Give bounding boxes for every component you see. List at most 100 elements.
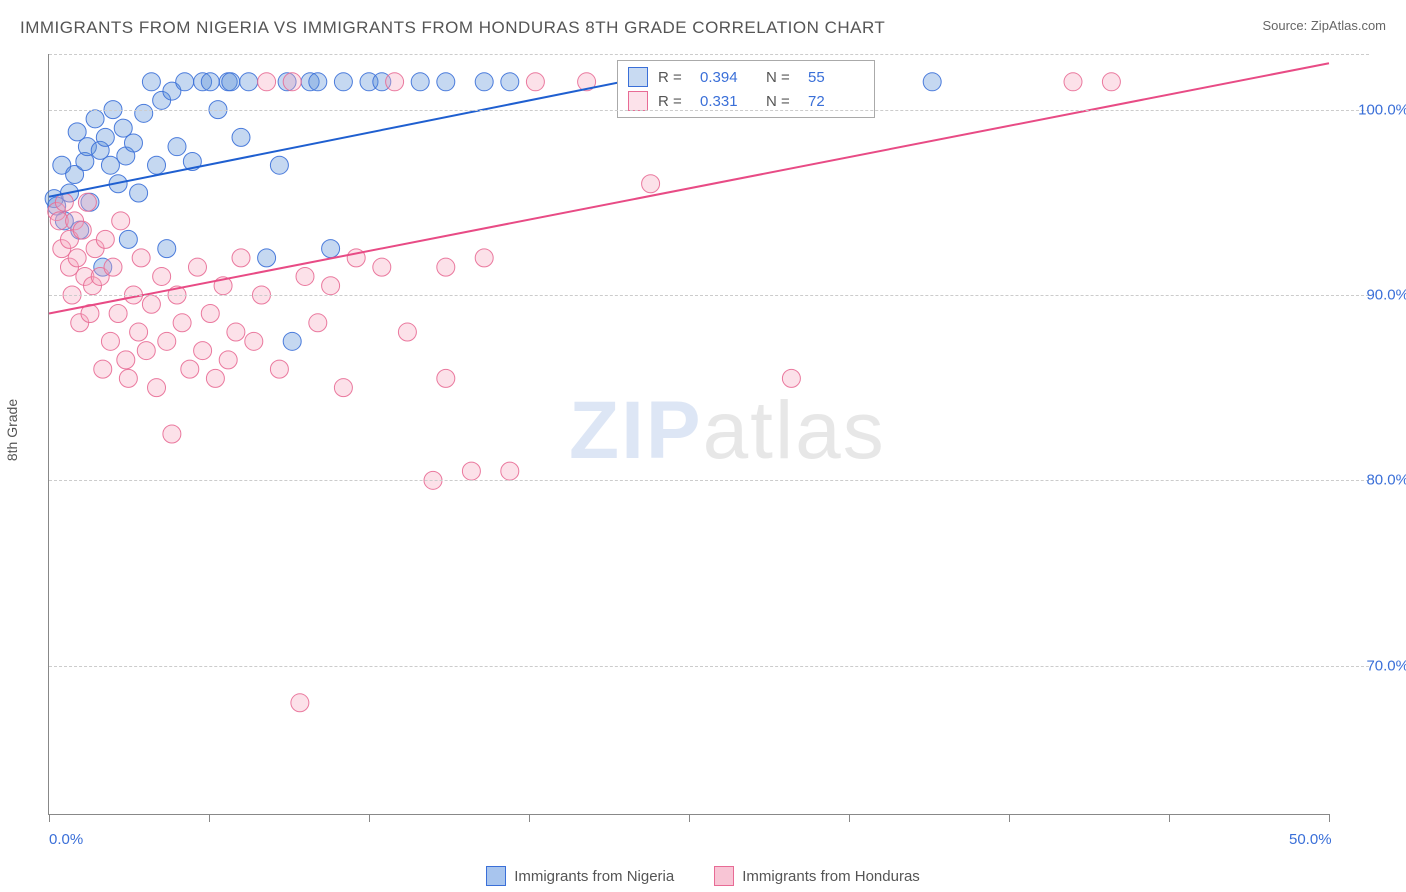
legend-label: Immigrants from Nigeria xyxy=(514,868,674,885)
data-point xyxy=(173,314,191,332)
gridline-h xyxy=(49,666,1369,667)
source-attribution: Source: ZipAtlas.com xyxy=(1262,18,1386,33)
data-point xyxy=(526,73,544,91)
x-tick xyxy=(1169,814,1170,822)
x-tick xyxy=(529,814,530,822)
plot-area: ZIPatlas R =0.394N =55R =0.331N =72 70.0… xyxy=(48,54,1329,815)
data-point xyxy=(642,175,660,193)
data-point xyxy=(117,351,135,369)
stat-r-value: 0.394 xyxy=(700,69,756,86)
data-point xyxy=(86,110,104,128)
y-tick-label: 90.0% xyxy=(1339,286,1406,303)
data-point xyxy=(94,360,112,378)
scatter-svg xyxy=(49,54,1329,814)
data-point xyxy=(201,305,219,323)
data-point xyxy=(227,323,245,341)
data-point xyxy=(181,360,199,378)
y-tick-label: 70.0% xyxy=(1339,657,1406,674)
data-point xyxy=(373,258,391,276)
data-point xyxy=(78,193,96,211)
data-point xyxy=(135,104,153,122)
data-point xyxy=(475,249,493,267)
data-point xyxy=(132,249,150,267)
data-point xyxy=(296,267,314,285)
x-tick xyxy=(49,814,50,822)
data-point xyxy=(245,332,263,350)
data-point xyxy=(101,156,119,174)
data-point xyxy=(119,230,137,248)
data-point xyxy=(923,73,941,91)
data-point xyxy=(240,73,258,91)
y-axis-label: 8th Grade xyxy=(4,399,20,461)
x-tick-label: 50.0% xyxy=(1289,831,1332,848)
y-tick-label: 80.0% xyxy=(1339,472,1406,489)
data-point xyxy=(322,277,340,295)
data-point xyxy=(283,332,301,350)
data-point xyxy=(158,240,176,258)
data-point xyxy=(437,73,455,91)
data-point xyxy=(501,73,519,91)
stat-r-label: R = xyxy=(658,93,690,110)
stat-n-value: 55 xyxy=(808,69,864,86)
stat-n-value: 72 xyxy=(808,93,864,110)
legend-swatch xyxy=(486,866,506,886)
x-tick xyxy=(209,814,210,822)
data-point xyxy=(194,342,212,360)
legend-label: Immigrants from Honduras xyxy=(742,868,920,885)
data-point xyxy=(309,73,327,91)
x-tick xyxy=(369,814,370,822)
x-tick xyxy=(849,814,850,822)
stat-r-label: R = xyxy=(658,69,690,86)
legend-swatch xyxy=(714,866,734,886)
data-point xyxy=(142,295,160,313)
data-point xyxy=(462,462,480,480)
legend-item: Immigrants from Nigeria xyxy=(486,866,674,886)
data-point xyxy=(219,351,237,369)
stat-r-value: 0.331 xyxy=(700,93,756,110)
data-point xyxy=(437,369,455,387)
data-point xyxy=(163,425,181,443)
data-point xyxy=(291,694,309,712)
data-point xyxy=(130,184,148,202)
gridline-h xyxy=(49,295,1369,296)
data-point xyxy=(153,267,171,285)
data-point xyxy=(501,462,519,480)
data-point xyxy=(334,73,352,91)
data-point xyxy=(101,332,119,350)
data-point xyxy=(112,212,130,230)
data-point xyxy=(201,73,219,91)
data-point xyxy=(206,369,224,387)
data-point xyxy=(148,379,166,397)
data-point xyxy=(104,258,122,276)
data-point xyxy=(222,73,240,91)
data-point xyxy=(386,73,404,91)
data-point xyxy=(168,138,186,156)
data-point xyxy=(55,193,73,211)
legend-swatch xyxy=(628,67,648,87)
data-point xyxy=(96,128,114,146)
data-point xyxy=(68,249,86,267)
data-point xyxy=(158,332,176,350)
series-legend: Immigrants from Nigeria Immigrants from H… xyxy=(0,866,1406,886)
data-point xyxy=(119,369,137,387)
x-tick xyxy=(1329,814,1330,822)
data-point xyxy=(334,379,352,397)
legend-row: R =0.394N =55 xyxy=(628,65,864,89)
x-tick xyxy=(1009,814,1010,822)
chart-container: ZIPatlas R =0.394N =55R =0.331N =72 70.0… xyxy=(48,54,1374,814)
gridline-h xyxy=(49,110,1369,111)
data-point xyxy=(142,73,160,91)
gridline-h xyxy=(49,54,1369,55)
legend-swatch xyxy=(628,91,648,111)
stat-n-label: N = xyxy=(766,93,798,110)
data-point xyxy=(782,369,800,387)
data-point xyxy=(258,249,276,267)
data-point xyxy=(309,314,327,332)
data-point xyxy=(398,323,416,341)
data-point xyxy=(322,240,340,258)
data-point xyxy=(148,156,166,174)
data-point xyxy=(283,73,301,91)
legend-item: Immigrants from Honduras xyxy=(714,866,920,886)
chart-header: IMMIGRANTS FROM NIGERIA VS IMMIGRANTS FR… xyxy=(20,18,1386,38)
data-point xyxy=(96,230,114,248)
